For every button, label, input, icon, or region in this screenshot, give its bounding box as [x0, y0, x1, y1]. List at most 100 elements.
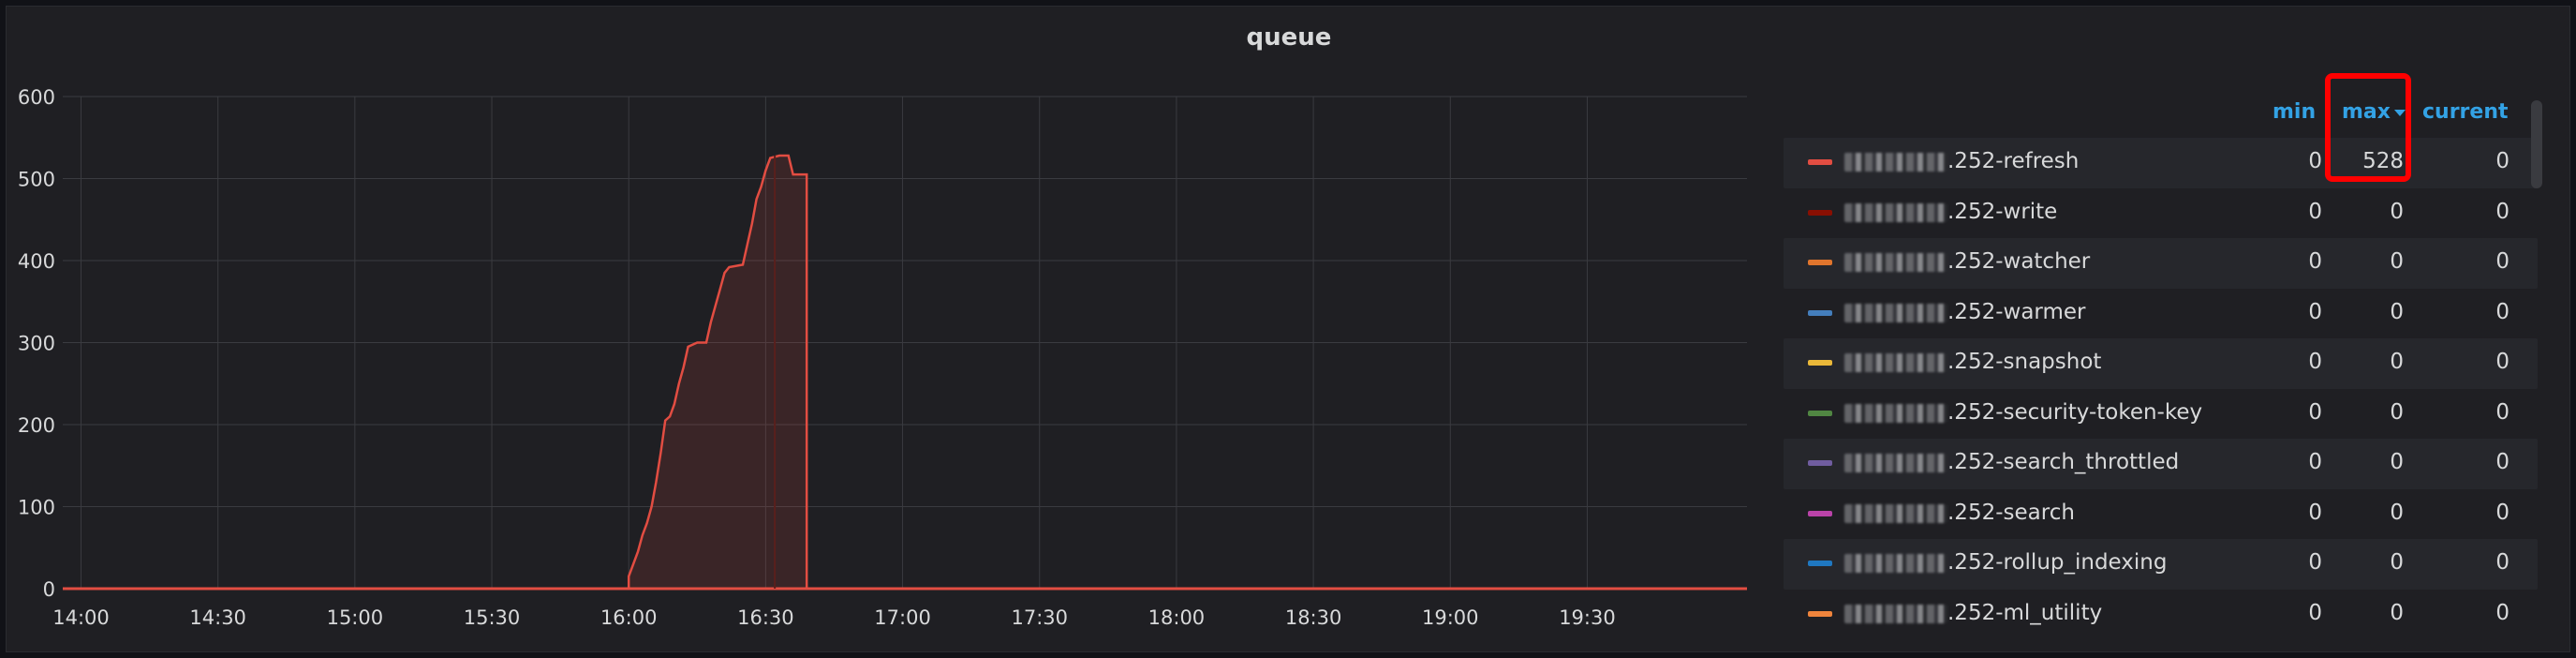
x-tick-label: 14:30	[189, 606, 246, 629]
series-color-swatch[interactable]	[1808, 610, 1832, 617]
series-point	[696, 341, 699, 344]
series-name[interactable]: .252-ml_utility	[1947, 600, 2103, 625]
redacted-host-prefix	[1844, 454, 1947, 472]
series-color-swatch[interactable]	[1808, 460, 1832, 466]
x-tick-label: 14:00	[52, 606, 110, 629]
series-color-swatch[interactable]	[1808, 561, 1832, 566]
value-min: 0	[2308, 450, 2322, 474]
legend-row[interactable]: .252-watcher 0 0 0	[1784, 238, 2538, 289]
value-max: 0	[2390, 500, 2404, 525]
series-point	[750, 222, 753, 225]
series-point	[664, 419, 666, 422]
series-point	[710, 321, 712, 323]
value-current: 0	[2495, 500, 2509, 525]
redacted-host-prefix	[1844, 503, 1947, 523]
value-current: 0	[2495, 249, 2509, 274]
y-tick-label: 100	[18, 497, 55, 519]
legend-col-min[interactable]: min	[2273, 100, 2317, 124]
value-max: 0	[2390, 199, 2404, 224]
series-point	[637, 550, 639, 553]
series-name[interactable]: .252-security-token-key	[1947, 399, 2203, 425]
series-color-swatch[interactable]	[1808, 410, 1832, 416]
y-tick-label: 600	[18, 86, 55, 109]
series-point	[669, 415, 671, 418]
series-point	[687, 346, 689, 348]
value-current: 0	[2495, 149, 2509, 173]
value-max: 528	[2362, 149, 2404, 173]
series-name[interactable]: .252-search_throttled	[1947, 450, 2180, 474]
series-name[interactable]: .252-refresh	[1947, 149, 2080, 173]
value-current: 0	[2495, 350, 2509, 374]
value-max: 0	[2390, 450, 2404, 474]
x-tick-label: 17:00	[874, 606, 931, 629]
x-tick-label: 15:00	[327, 606, 384, 629]
redacted-host-prefix	[1844, 554, 1947, 573]
redacted-host-prefix	[1844, 353, 1947, 372]
x-tick-label: 18:00	[1148, 606, 1206, 629]
queue-chart: 0 100 200 300 400 500 600 14:00 14:30 15:00 15:30 1…	[18, 86, 1747, 629]
series-name[interactable]: .252-write	[1947, 199, 2058, 224]
series-color-swatch[interactable]	[1808, 309, 1832, 316]
legend-row[interactable]: .252-security-token-key 0 0 0	[1784, 389, 2538, 440]
value-current: 0	[2495, 399, 2509, 425]
series-color-swatch[interactable]	[1808, 510, 1832, 516]
redacted-host-prefix	[1844, 253, 1947, 272]
series-color-swatch[interactable]	[1808, 159, 1832, 165]
series-name[interactable]: .252-snapshot	[1947, 350, 2102, 374]
y-tick-label: 400	[18, 250, 55, 273]
series-point	[650, 505, 653, 508]
series-point	[632, 562, 634, 565]
series-point	[806, 173, 808, 175]
legend-row[interactable]: .252-search 0 0 0	[1784, 489, 2538, 540]
series-color-swatch[interactable]	[1808, 209, 1832, 216]
series-point	[642, 534, 644, 536]
graph-panel: queue 0 100 200 300 400 500 600 14:00 14:30 15:00…	[6, 6, 2570, 652]
legend-rows: .252-refresh 0 528 0 .252-write 0 0 0 .252-watch…	[1784, 138, 2538, 639]
legend-row[interactable]: .252-write 0 0 0	[1784, 188, 2538, 239]
x-tick-label: 16:00	[600, 606, 658, 629]
x-tick-label: 17:30	[1011, 606, 1068, 629]
legend-col-max[interactable]: max	[2342, 100, 2406, 124]
legend-row[interactable]: .252-snapshot 0 0 0	[1784, 338, 2538, 389]
series-name[interactable]: .252-warmer	[1947, 299, 2086, 324]
y-tick-label: 500	[18, 169, 55, 191]
series-point	[645, 522, 648, 524]
x-tick-label: 18:30	[1285, 606, 1342, 629]
value-max: 0	[2390, 550, 2404, 575]
legend-col-current[interactable]: current	[2422, 100, 2509, 124]
series-point	[742, 263, 744, 266]
series-point	[674, 403, 675, 405]
value-max: 0	[2390, 399, 2404, 425]
legend-row[interactable]: .252-rollup_indexing 0 0 0	[1784, 539, 2538, 590]
redacted-host-prefix	[1844, 303, 1947, 322]
y-tick-label: 200	[18, 414, 55, 437]
panel-title[interactable]: queue	[1246, 23, 1332, 52]
series-point	[792, 173, 794, 175]
legend-scrollbar[interactable]	[2531, 100, 2542, 188]
redacted-host-prefix	[1844, 403, 1947, 423]
series-color-swatch[interactable]	[1808, 260, 1832, 265]
legend-row[interactable]: .252-refresh 0 528 0	[1784, 138, 2538, 188]
series-point	[723, 272, 726, 274]
value-current: 0	[2495, 600, 2509, 625]
series-point	[705, 341, 707, 344]
legend-header: min max current	[1784, 91, 2538, 138]
series-line	[627, 154, 808, 589]
legend-row[interactable]: .252-ml_utility 0 0 0	[1784, 590, 2538, 640]
value-min: 0	[2308, 149, 2322, 173]
series-color-swatch[interactable]	[1808, 360, 1832, 366]
series-point	[747, 243, 748, 246]
legend-table: min max current .252-refresh 0 528 0 .252-wr…	[1784, 91, 2538, 639]
value-min: 0	[2308, 199, 2322, 224]
series-name[interactable]: .252-search	[1947, 500, 2075, 525]
y-tick-label: 0	[43, 578, 55, 601]
value-min: 0	[2308, 399, 2322, 425]
legend-row[interactable]: .252-search_throttled 0 0 0	[1784, 439, 2538, 489]
legend-row[interactable]: .252-warmer 0 0 0	[1784, 289, 2538, 339]
x-tick-label: 16:30	[737, 606, 794, 629]
series-name[interactable]: .252-watcher	[1947, 249, 2091, 274]
series-point	[778, 155, 780, 157]
x-tick-label: 19:00	[1422, 606, 1479, 629]
series-point	[769, 157, 772, 159]
series-name[interactable]: .252-rollup_indexing	[1947, 550, 2168, 575]
